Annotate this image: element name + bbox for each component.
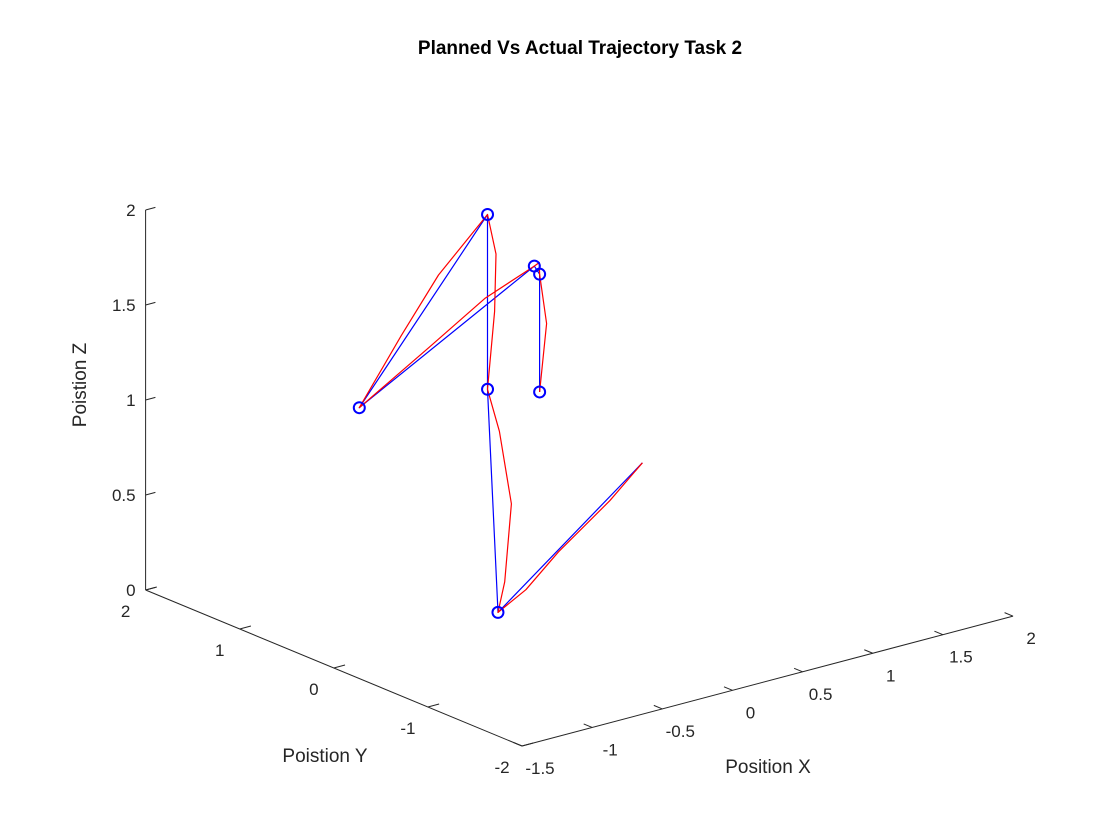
y-tick-label: 1 bbox=[215, 641, 224, 660]
waypoint-marker bbox=[481, 382, 495, 396]
y-axis-label: Poistion Y bbox=[282, 746, 368, 767]
planned-trajectory-line bbox=[358, 213, 643, 613]
y-tick-label: -1 bbox=[400, 719, 415, 738]
x-tick-label: 1.5 bbox=[949, 648, 973, 667]
y-tick-label: 0 bbox=[309, 680, 318, 699]
z-tick-label: 2 bbox=[126, 201, 135, 220]
z-tick-mark bbox=[145, 586, 156, 591]
waypoint-marker bbox=[533, 267, 547, 281]
x-tick-label: 1 bbox=[886, 666, 895, 685]
x-tick-label: 0.5 bbox=[809, 685, 833, 704]
axes-box bbox=[145, 210, 1014, 747]
chart-title: Planned Vs Actual Trajectory Task 2 bbox=[418, 38, 742, 59]
x-tick-label: -1 bbox=[603, 740, 618, 759]
waypoint-marker bbox=[352, 401, 366, 415]
z-tick-label: 1 bbox=[126, 391, 135, 410]
x-tick-mark bbox=[723, 686, 733, 691]
z-tick-mark bbox=[145, 301, 156, 306]
x-tick-mark bbox=[513, 742, 523, 747]
x-axis-line bbox=[521, 615, 1014, 747]
y-tick-mark bbox=[521, 742, 534, 747]
axis-ticks: -1.5 -1 -0.5 0 0.5 1 1.5 2 -2 -1 0 1 2 0 0.5 1 1.5 2 bbox=[112, 201, 1036, 778]
x-tick-mark bbox=[934, 630, 944, 636]
x-tick-label: 2 bbox=[1026, 629, 1035, 648]
x-tick-label: -0.5 bbox=[666, 722, 695, 741]
y-tick-mark bbox=[239, 625, 252, 630]
x-tick-mark bbox=[793, 667, 803, 673]
actual-trajectory-line bbox=[358, 213, 643, 613]
y-tick-mark bbox=[333, 664, 346, 669]
x-tick-mark bbox=[864, 649, 873, 654]
plot-series bbox=[352, 207, 643, 619]
x-tick-mark bbox=[653, 704, 663, 710]
z-tick-mark bbox=[145, 206, 156, 211]
x-tick-label: 0 bbox=[746, 703, 755, 722]
waypoint-marker bbox=[481, 207, 495, 221]
z-tick-label: 1.5 bbox=[112, 296, 136, 315]
z-tick-label: 0 bbox=[126, 581, 135, 600]
waypoint-marker bbox=[533, 385, 547, 399]
waypoint-marker bbox=[491, 605, 505, 619]
y-tick-label: -2 bbox=[494, 758, 509, 777]
y-tick-mark bbox=[427, 703, 440, 708]
z-axis-label: Poistion Z bbox=[70, 342, 91, 427]
y-tick-label: 2 bbox=[121, 602, 130, 621]
z-tick-mark bbox=[145, 491, 156, 496]
z-tick-label: 0.5 bbox=[112, 486, 136, 505]
z-tick-mark bbox=[145, 396, 156, 401]
x-tick-label: -1.5 bbox=[525, 759, 554, 778]
x-tick-mark bbox=[1004, 612, 1014, 617]
x-axis-label: Position X bbox=[725, 757, 811, 778]
x-tick-mark bbox=[583, 723, 593, 728]
